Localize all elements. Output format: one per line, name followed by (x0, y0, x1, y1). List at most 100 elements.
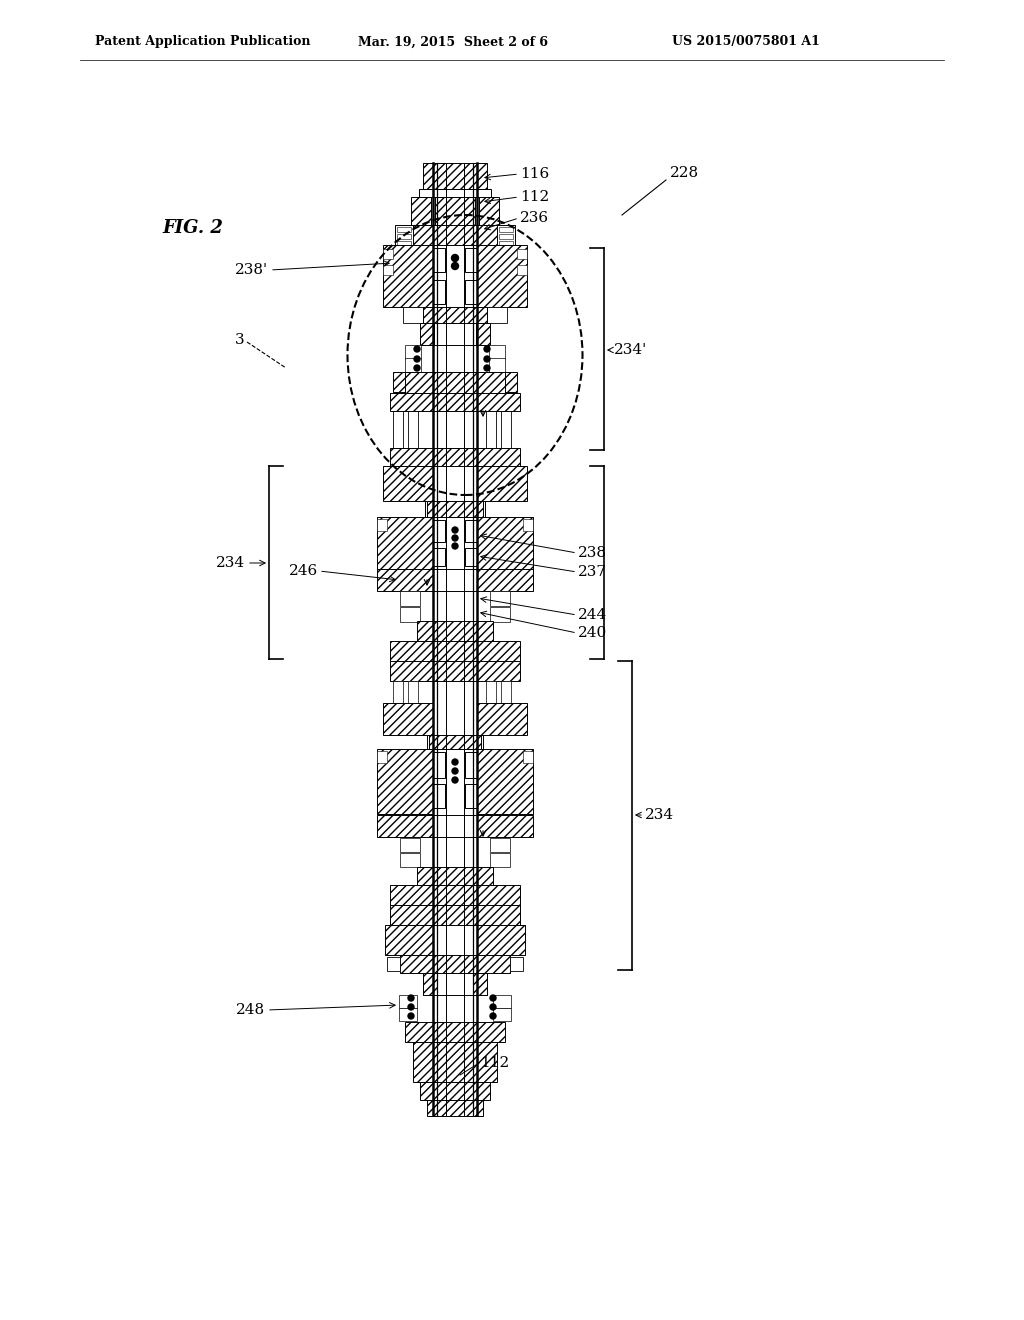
Bar (517, 265, 527, 275)
Bar (427, 502, 483, 517)
Circle shape (490, 1012, 496, 1019)
Circle shape (484, 346, 490, 352)
Bar (425, 502, 485, 517)
Text: FIG. 2: FIG. 2 (162, 219, 223, 238)
Circle shape (408, 1005, 414, 1010)
Bar (477, 246, 527, 308)
Bar (377, 751, 387, 763)
Bar (390, 906, 520, 925)
Circle shape (452, 263, 459, 269)
Bar (383, 249, 393, 259)
Bar (486, 681, 496, 704)
Bar (417, 867, 493, 884)
Bar (408, 681, 418, 704)
Bar (383, 246, 433, 308)
Text: 244: 244 (578, 609, 607, 622)
Bar (390, 447, 520, 466)
Text: 234: 234 (645, 808, 674, 822)
Bar (477, 517, 534, 573)
Bar (490, 607, 510, 622)
Bar (489, 358, 505, 372)
Bar (427, 735, 483, 748)
Text: Patent Application Publication: Patent Application Publication (95, 36, 310, 49)
Text: 238: 238 (578, 546, 607, 560)
Text: 3: 3 (234, 333, 244, 347)
Bar (417, 620, 493, 642)
Bar (413, 224, 497, 246)
Bar (411, 197, 499, 224)
Bar (477, 748, 534, 814)
Circle shape (452, 768, 458, 774)
Bar (429, 735, 481, 748)
Bar (383, 265, 393, 275)
Text: 248: 248 (236, 1003, 265, 1016)
Bar (393, 393, 403, 447)
Bar (499, 227, 513, 232)
Bar (433, 280, 445, 304)
Bar (377, 748, 433, 814)
Bar (397, 234, 411, 239)
Bar (501, 681, 511, 704)
Bar (397, 227, 411, 232)
Bar (431, 197, 479, 224)
Bar (399, 1008, 417, 1020)
Bar (465, 784, 477, 808)
Bar (493, 995, 511, 1008)
Bar (420, 1082, 490, 1100)
Bar (501, 393, 511, 447)
Bar (489, 345, 505, 359)
Text: 238': 238' (234, 263, 268, 277)
Bar (393, 681, 403, 704)
Bar (517, 249, 527, 259)
Circle shape (452, 255, 459, 261)
Bar (400, 591, 420, 606)
Text: 240: 240 (578, 626, 607, 640)
Bar (390, 393, 520, 411)
Bar (423, 162, 487, 189)
Bar (406, 345, 421, 359)
Bar (473, 973, 487, 995)
Circle shape (484, 356, 490, 362)
Bar (433, 814, 477, 837)
Bar (390, 642, 520, 661)
Bar (377, 814, 433, 837)
Bar (408, 393, 418, 447)
Circle shape (452, 759, 458, 766)
Bar (427, 1100, 483, 1115)
Bar (435, 197, 475, 224)
Bar (377, 517, 433, 573)
Bar (490, 853, 510, 867)
Bar (423, 973, 487, 995)
Bar (403, 308, 423, 323)
Bar (486, 393, 496, 447)
Bar (465, 520, 477, 543)
Circle shape (452, 777, 458, 783)
Bar (400, 954, 510, 973)
Bar (419, 189, 490, 197)
Text: 246: 246 (289, 564, 318, 578)
Bar (499, 242, 513, 246)
Text: Mar. 19, 2015  Sheet 2 of 6: Mar. 19, 2015 Sheet 2 of 6 (358, 36, 548, 49)
Bar (390, 661, 520, 681)
Bar (490, 838, 510, 851)
Bar (385, 925, 433, 954)
Circle shape (490, 1005, 496, 1010)
Bar (393, 372, 517, 392)
Bar (433, 569, 477, 591)
Circle shape (452, 535, 458, 541)
Bar (377, 569, 433, 591)
Bar (395, 224, 413, 246)
Text: 228: 228 (670, 166, 699, 180)
Bar (433, 752, 445, 777)
Bar (413, 1041, 497, 1082)
Bar (493, 1008, 511, 1020)
Bar (523, 519, 534, 531)
Text: 237: 237 (578, 565, 607, 579)
Bar (423, 973, 437, 995)
Bar (497, 224, 515, 246)
Bar (477, 569, 534, 591)
Bar (477, 925, 525, 954)
Bar (510, 957, 523, 972)
Bar (477, 466, 527, 502)
Bar (387, 957, 400, 972)
